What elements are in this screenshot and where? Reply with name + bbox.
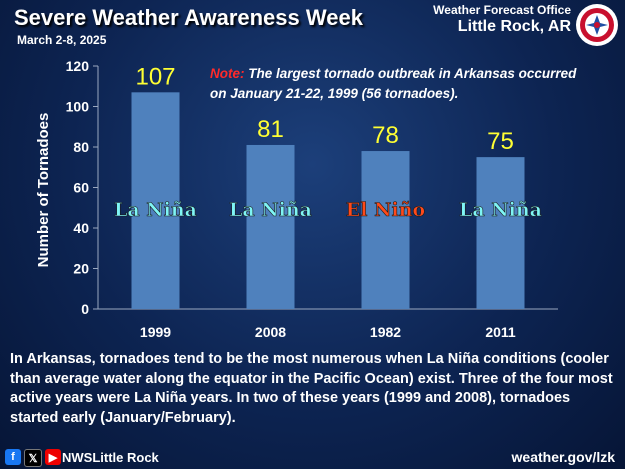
event-dates: March 2-8, 2025 <box>17 33 107 47</box>
note-body: The largest tornado outbreak in Arkansas… <box>210 66 577 101</box>
caption-text: In Arkansas, tornadoes tend to be the mo… <box>10 351 613 426</box>
note-label: Note: <box>210 66 245 81</box>
y-tick-label: 60 <box>73 180 89 196</box>
y-tick-label: 0 <box>81 301 89 317</box>
x-tick-label: 1982 <box>370 324 401 340</box>
footer: f 𝕏 ▶ NWSLittle Rock weather.gov/lzk <box>0 446 625 469</box>
youtube-icon[interactable]: ▶ <box>45 449 61 465</box>
social-handle[interactable]: NWSLittle Rock <box>62 450 159 465</box>
social-icons: f 𝕏 ▶ <box>5 449 61 467</box>
facebook-icon[interactable]: f <box>5 449 21 465</box>
x-tick-label: 1999 <box>140 324 171 340</box>
y-tick-label: 100 <box>66 99 90 115</box>
bar-2011 <box>476 157 525 309</box>
bar-2008 <box>246 144 295 309</box>
y-tick-label: 20 <box>73 261 89 277</box>
data-label: 75 <box>487 128 514 155</box>
phase-label: La Niña <box>459 199 542 221</box>
phase-label: La Niña <box>229 199 312 221</box>
office-line1: Weather Forecast Office <box>433 3 571 17</box>
bar-1982 <box>361 151 410 309</box>
x-icon[interactable]: 𝕏 <box>24 449 42 467</box>
office-line2: Little Rock, AR <box>457 18 571 35</box>
y-axis-label: Number of Tornadoes <box>35 113 52 268</box>
data-label: 78 <box>372 122 399 149</box>
phase-label: La Niña <box>114 199 197 221</box>
noaa-nws-logo-icon <box>576 4 618 46</box>
y-tick-label: 80 <box>73 139 89 155</box>
bars-group: 107 1999 La Niña 81 2008 La Niña 78 1982 El Niño… <box>114 63 543 340</box>
website-link[interactable]: weather.gov/lzk <box>511 449 615 465</box>
y-tick-label: 40 <box>73 220 89 236</box>
data-label: 81 <box>257 116 284 143</box>
y-axis-ticks: 0 20 40 60 80 100 120 <box>66 58 98 317</box>
bar-1999 <box>131 92 180 309</box>
phase-label: El Niño <box>346 199 425 221</box>
x-tick-label: 2008 <box>255 324 286 340</box>
note-text: Note: The largest tornado outbreak in Ar… <box>210 64 580 104</box>
office-info: Weather Forecast Office Little Rock, AR <box>433 3 571 36</box>
x-tick-label: 2011 <box>485 324 516 340</box>
page-title: Severe Weather Awareness Week <box>14 5 363 30</box>
y-tick-label: 120 <box>66 58 90 74</box>
data-label: 107 <box>135 63 175 90</box>
